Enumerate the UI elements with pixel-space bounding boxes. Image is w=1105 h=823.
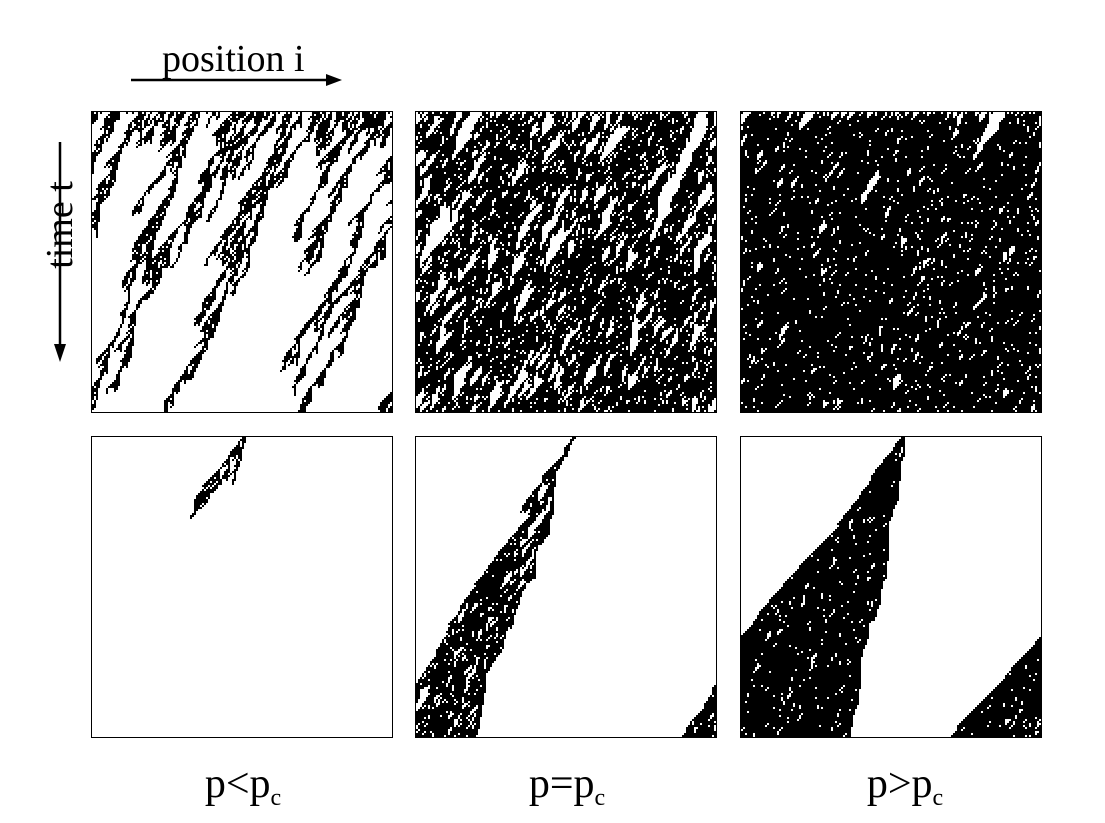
- pc-subscript: c: [932, 785, 944, 811]
- column-label-critical: p=pc: [467, 760, 667, 812]
- panel-subcritical-random: [91, 111, 393, 413]
- relation-symbol: =: [549, 761, 574, 807]
- panel-critical-random: [415, 111, 717, 413]
- p-symbol: p: [866, 761, 888, 807]
- panel-subcritical-seed: [91, 436, 393, 738]
- pc-symbol: p: [911, 761, 933, 807]
- p-symbol: p: [528, 761, 550, 807]
- pc-subscript: c: [594, 785, 606, 811]
- pc-symbol: p: [249, 761, 271, 807]
- panel-critical-seed: [415, 436, 717, 738]
- pc-symbol: p: [573, 761, 595, 807]
- column-label-subcritical: p<pc: [143, 760, 343, 812]
- position-axis-label: position i: [162, 38, 305, 80]
- column-label-supercritical: p>pc: [805, 760, 1005, 812]
- relation-symbol: <: [225, 761, 250, 807]
- p-symbol: p: [204, 761, 226, 807]
- pc-subscript: c: [270, 785, 282, 811]
- position-arrow: [131, 74, 342, 86]
- time-arrow: [54, 142, 66, 362]
- relation-symbol: >: [887, 761, 912, 807]
- panel-supercritical-seed: [740, 436, 1042, 738]
- panel-supercritical-random: [740, 111, 1042, 413]
